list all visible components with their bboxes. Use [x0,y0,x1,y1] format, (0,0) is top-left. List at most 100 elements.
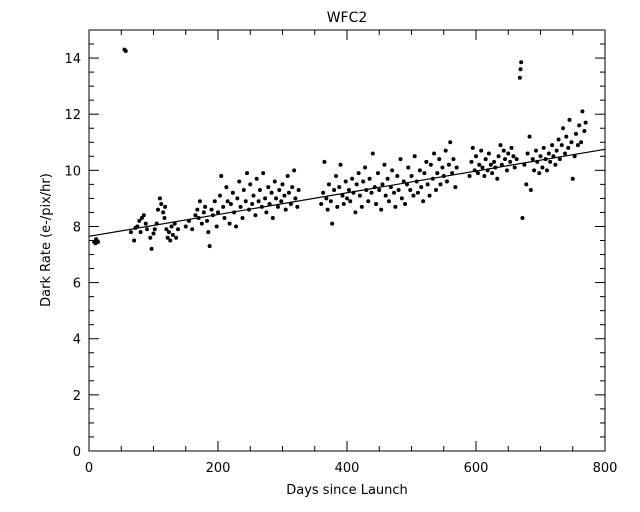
data-point [359,204,364,209]
data-point [540,165,545,170]
data-point [509,145,514,150]
data-point [169,224,174,229]
data-point [482,173,487,178]
data-point [550,143,555,148]
data-point [152,227,157,232]
data-point [499,162,504,167]
data-point [554,148,559,153]
data-point [563,151,568,156]
data-point [172,221,177,226]
data-point [261,171,266,176]
data-point [139,216,144,221]
data-point [145,227,150,232]
data-point [469,159,474,164]
data-point [580,109,585,114]
data-point [525,151,530,156]
data-point [538,154,543,159]
data-point [382,162,387,167]
data-point [419,185,424,190]
data-point [480,165,485,170]
data-point [519,60,524,65]
data-point [474,154,478,159]
data-point [435,171,440,176]
data-point [237,179,242,184]
data-point [206,230,211,235]
data-point [270,216,275,221]
data-point [354,182,359,187]
data-point [290,185,295,190]
data-point [164,227,169,232]
data-point [335,204,340,209]
data-point [415,190,420,195]
data-point [274,196,279,201]
data-point [504,168,509,173]
data-point [357,193,362,198]
data-point [241,187,246,192]
data-point [168,238,173,243]
data-point [250,202,255,207]
data-point [295,204,300,209]
data-point [293,196,298,201]
data-point [201,210,206,215]
data-point [266,185,271,190]
data-point [338,162,343,167]
chart-title: WFC2 [327,10,368,26]
data-point [532,168,537,173]
data-point [128,230,133,235]
y-axis-label: Dark Rate (e-/pix/hr) [39,173,54,307]
data-point [149,246,154,251]
data-point [165,235,170,240]
data-point [544,168,549,173]
data-point [444,179,449,184]
data-point [511,154,516,159]
data-point [453,185,458,190]
data-point [398,157,403,162]
data-point [506,151,511,156]
x-tick-label: 0 [85,461,93,476]
data-point [533,148,538,153]
data-point [483,157,488,162]
data-point [243,199,248,204]
data-point [277,187,282,192]
data-point [219,173,224,178]
data-point [396,187,401,192]
data-point [340,193,345,198]
data-point [496,154,501,159]
data-point [520,216,525,221]
data-point [412,154,417,159]
data-point [448,140,453,145]
data-point [566,145,571,150]
data-point [503,157,508,162]
data-point [377,187,382,192]
data-point [151,231,156,236]
data-point [292,168,297,173]
data-point [197,199,202,204]
data-point [163,204,168,209]
data-point [386,199,391,204]
data-point [450,171,455,176]
data-point [424,159,429,164]
data-point [141,213,146,218]
data-point [222,216,227,221]
data-point [575,143,580,148]
data-point [238,204,243,209]
data-point [434,187,439,192]
data-point [380,182,385,187]
data-point [546,151,551,156]
data-point [417,168,422,173]
data-point [375,171,380,176]
data-point [528,187,533,192]
data-point [422,171,427,176]
data-point [490,171,495,176]
data-point [282,193,287,198]
data-point [248,182,253,187]
data-point [334,173,339,178]
data-point [512,165,517,170]
data-point [345,196,349,201]
data-point [157,196,162,201]
data-point [524,182,529,187]
data-point [514,157,519,162]
data-point [537,171,542,176]
data-point [409,173,414,178]
data-point [132,238,137,243]
